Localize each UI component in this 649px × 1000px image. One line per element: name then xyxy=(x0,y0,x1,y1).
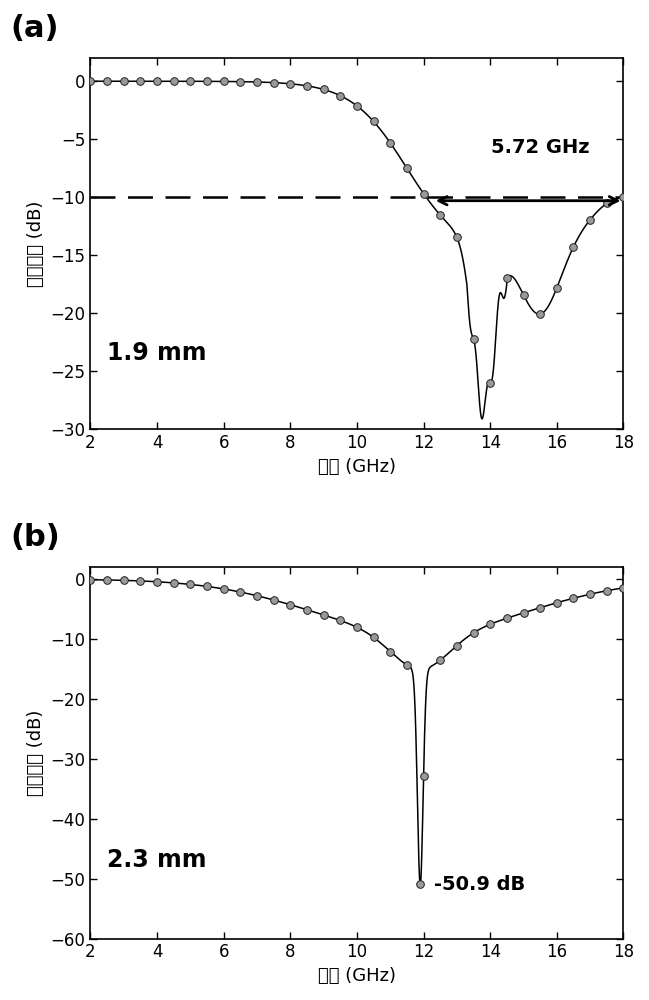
Text: 2.3 mm: 2.3 mm xyxy=(107,848,206,872)
Text: -50.9 dB: -50.9 dB xyxy=(434,875,525,894)
X-axis label: 频率 (GHz): 频率 (GHz) xyxy=(318,458,396,476)
Text: 1.9 mm: 1.9 mm xyxy=(107,341,206,365)
Text: (b): (b) xyxy=(10,523,60,552)
Text: (a): (a) xyxy=(10,14,59,43)
X-axis label: 频率 (GHz): 频率 (GHz) xyxy=(318,967,396,985)
Text: 5.72 GHz: 5.72 GHz xyxy=(491,138,589,157)
Y-axis label: 反射损失 (dB): 反射损失 (dB) xyxy=(27,710,45,796)
Y-axis label: 反射损失 (dB): 反射损失 (dB) xyxy=(27,200,45,287)
